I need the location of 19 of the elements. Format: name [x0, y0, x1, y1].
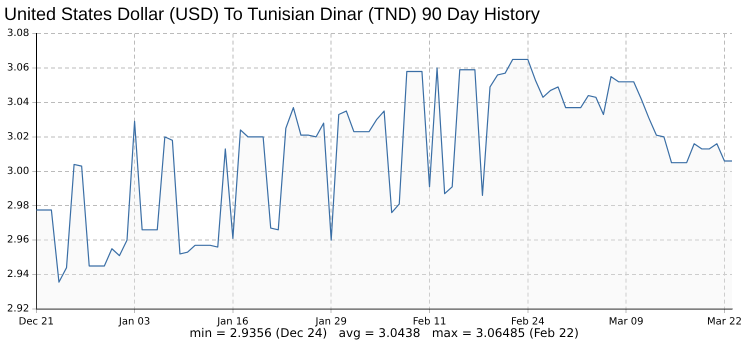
x-tick-label: Jan 16 — [216, 316, 249, 328]
y-tick-label: 2.96 — [7, 234, 30, 246]
y-tick-label: 3.04 — [7, 97, 30, 108]
x-tick-label: Dec 21 — [18, 316, 54, 328]
y-tick-label: 3.00 — [7, 166, 30, 177]
y-tick-label: 2.98 — [7, 200, 30, 212]
x-tick-label: Jan 03 — [118, 316, 150, 328]
text: min = 2.9356 (Dec 24) avg = 3.0438 max = 3.06485 (Feb 22) — [189, 326, 579, 340]
y-tick-label: 3.06 — [7, 62, 30, 74]
x-tick-label: Mar 22 — [707, 316, 742, 328]
x-tick-label: Feb 11 — [412, 316, 446, 328]
y-tick-label: 2.94 — [7, 269, 30, 280]
x-tick-label: Jan 29 — [314, 316, 347, 328]
y-tick-label: 3.08 — [7, 28, 30, 40]
y-tick-label: 3.02 — [7, 131, 30, 142]
x-tick-label: Mar 09 — [608, 316, 644, 328]
chart-title: United States Dollar (USD) To Tunisian Dinar (TND) 90 Day History — [4, 4, 540, 24]
y-tick-label: 2.92 — [7, 304, 30, 315]
x-tick-label: Feb 24 — [511, 316, 545, 328]
